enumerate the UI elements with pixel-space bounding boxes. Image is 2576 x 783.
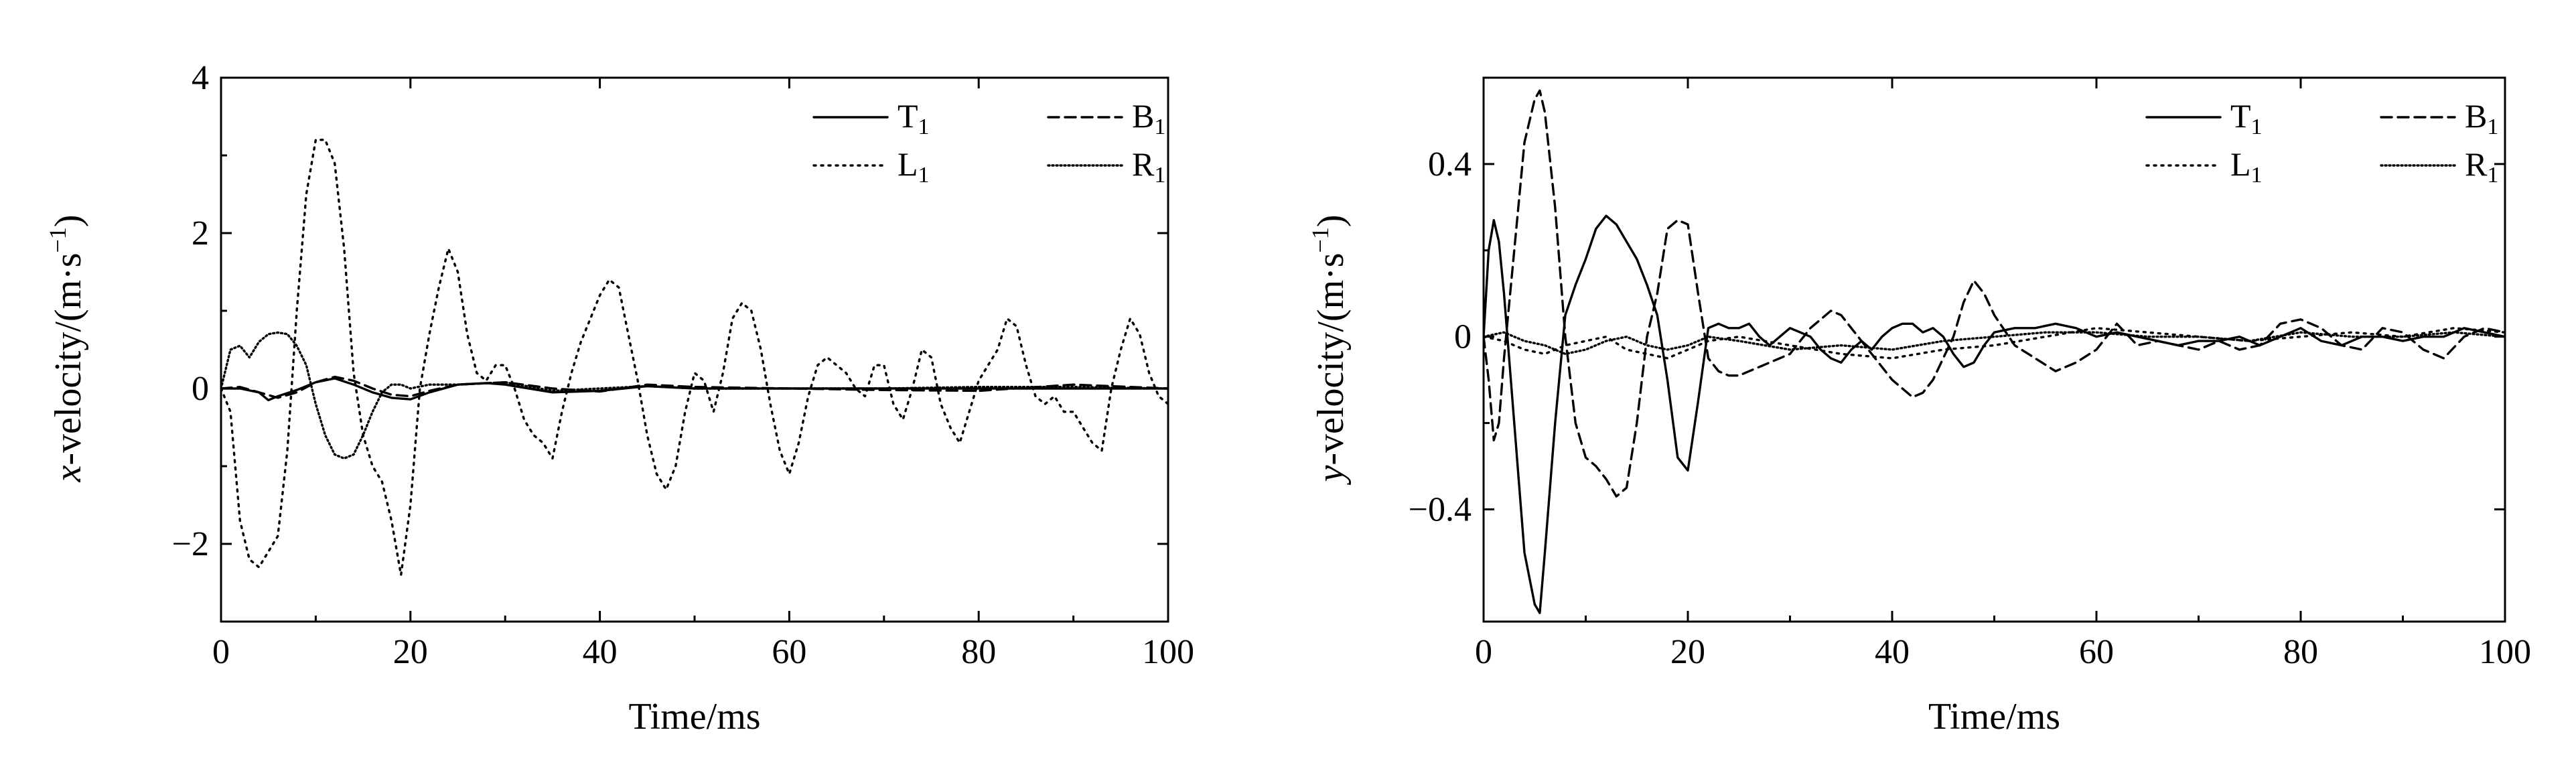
legend-label: T1 xyxy=(898,97,930,139)
legend-item-B1: B1 xyxy=(1047,97,1165,139)
legend-label: R1 xyxy=(1132,145,1165,188)
x-tick-label: 40 xyxy=(583,633,618,671)
series-group xyxy=(1484,89,2505,614)
legend: T1 B1 L1 R1 xyxy=(2145,97,2498,188)
x-tick-label: 60 xyxy=(772,633,806,671)
series-line-L1 xyxy=(221,139,1168,577)
y-axis-title: y-velocity/(m·s−1) xyxy=(1307,214,1352,485)
legend-label: T1 xyxy=(2230,97,2263,139)
legend-item-T1: T1 xyxy=(2145,97,2263,139)
x-tick-label: 0 xyxy=(212,633,230,671)
series-line-R1 xyxy=(221,331,1168,460)
y-tick-label: 0.4 xyxy=(1428,145,1472,184)
legend-item-L1: L1 xyxy=(2145,145,2263,188)
x-tick-label: 20 xyxy=(393,633,428,671)
plot-frame xyxy=(1482,76,2506,623)
series-line-B1 xyxy=(221,375,1168,399)
legend-label: L1 xyxy=(898,145,930,188)
series-line-R1 xyxy=(1484,331,2505,356)
x-tick-label: 100 xyxy=(2479,633,2531,671)
x-tick-label: 100 xyxy=(1142,633,1194,671)
x-axis-title: Time/ms xyxy=(628,696,760,737)
x-axis-title: Time/ms xyxy=(1928,696,2060,737)
legend-label: R1 xyxy=(2465,145,2498,188)
y-tick-label: 0 xyxy=(1454,318,1472,356)
y-tick-label: −2 xyxy=(172,525,209,563)
x-tick-label: 60 xyxy=(2079,633,2114,671)
x-tick-label: 20 xyxy=(1670,633,1705,671)
y-tick-label: 4 xyxy=(192,59,209,97)
series-line-L1 xyxy=(1484,327,2505,360)
series-line-B1 xyxy=(1484,89,2505,498)
legend: T1 B1 L1 R1 xyxy=(812,97,1165,188)
legend-item-T1: T1 xyxy=(812,97,930,139)
legend-label: L1 xyxy=(2230,145,2263,188)
x-velocity-chart: 0 20 40 60 80 100 −2 0 2 4 Time/ms x-velocity/(m·s−… xyxy=(44,59,1194,737)
series-line-T1 xyxy=(1484,214,2505,614)
x-tick-label: 80 xyxy=(961,633,996,671)
y-tick-label: 0 xyxy=(192,370,209,408)
plot-frame xyxy=(220,76,1169,623)
x-tick-label: 0 xyxy=(1475,633,1492,671)
legend-item-L1: L1 xyxy=(812,145,930,188)
legend-item-R1: R1 xyxy=(2380,145,2498,188)
legend-label: B1 xyxy=(2465,97,2498,139)
y-axis-title: x-velocity/(m·s−1) xyxy=(44,214,89,482)
x-tick-label: 40 xyxy=(1875,633,1910,671)
y-velocity-chart: 0 20 40 60 80 100 −0.4 0 0.4 Time/ms y-velocity/(m… xyxy=(1307,76,2531,737)
legend-label: B1 xyxy=(1132,97,1165,139)
series-group xyxy=(221,139,1168,577)
y-tick-label: −0.4 xyxy=(1409,490,1472,528)
legend-item-B1: B1 xyxy=(2380,97,2498,139)
legend-item-R1: R1 xyxy=(1047,145,1165,188)
y-tick-label: 2 xyxy=(192,214,209,253)
x-tick-label: 80 xyxy=(2283,633,2318,671)
